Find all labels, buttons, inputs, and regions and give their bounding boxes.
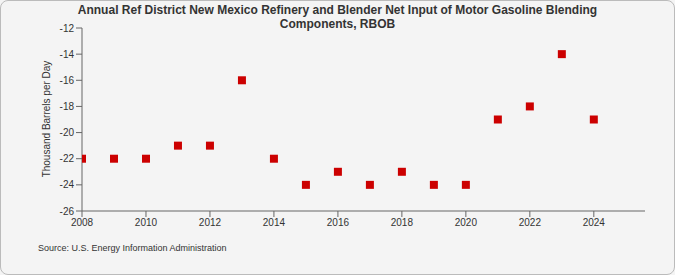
html-text:Source: U.S. Energy Informatio: Source: U.S. Energy Information Administ… bbox=[38, 243, 227, 253]
svg-text:2010: 2010 bbox=[135, 217, 158, 228]
svg-text:-18: -18 bbox=[60, 101, 75, 112]
svg-text:2016: 2016 bbox=[327, 217, 350, 228]
svg-text:2018: 2018 bbox=[391, 217, 414, 228]
svg-text:-24: -24 bbox=[60, 179, 75, 190]
svg-text:2022: 2022 bbox=[519, 217, 542, 228]
svg-text:2012: 2012 bbox=[199, 217, 222, 228]
svg-text:2014: 2014 bbox=[263, 217, 286, 228]
svg-text:2008: 2008 bbox=[71, 217, 94, 228]
svg-text:-22: -22 bbox=[60, 153, 75, 164]
svg-text:-14: -14 bbox=[60, 49, 75, 60]
svg-text:-12: -12 bbox=[60, 23, 75, 34]
svg-text:-20: -20 bbox=[60, 127, 75, 138]
svg-text:2024: 2024 bbox=[583, 217, 606, 228]
html-text:Thousand Barrels per Day: Thousand Barrels per Day bbox=[40, 60, 52, 178]
svg-text:-16: -16 bbox=[60, 75, 75, 86]
svg-text:2020: 2020 bbox=[455, 217, 478, 228]
html-text:Annual Ref District New Mexico: Annual Ref District New Mexico Refinery … bbox=[77, 3, 598, 31]
svg-text:-26: -26 bbox=[60, 206, 75, 217]
